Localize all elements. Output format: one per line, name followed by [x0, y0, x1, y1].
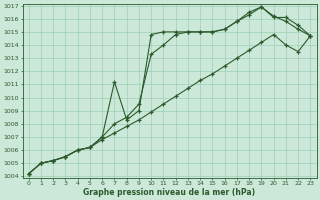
X-axis label: Graphe pression niveau de la mer (hPa): Graphe pression niveau de la mer (hPa) [84, 188, 256, 197]
